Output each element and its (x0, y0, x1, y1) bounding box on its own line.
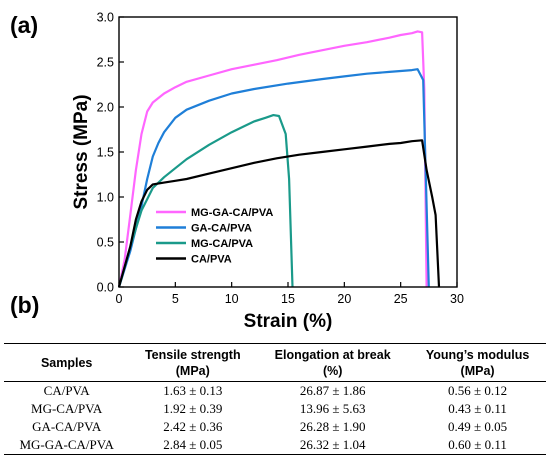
x-tick-label: 20 (337, 292, 351, 306)
legend-label: MG-CA/PVA (191, 238, 253, 250)
header-tensile-strength: Tensile strength (MPa) (144, 348, 241, 378)
series-line-3 (117, 139, 441, 288)
cell-tensile: 2.42 ± 0.36 (163, 419, 223, 434)
cell-modulus: 0.60 ± 0.11 (448, 437, 507, 452)
y-tick-label: 0.5 (97, 236, 114, 250)
table-row: MG-CA/PVA 1.92 ± 0.39 13.96 ± 5.63 0.43 … (4, 400, 546, 418)
legend-label: CA/PVA (191, 254, 232, 266)
cell-modulus: 0.56 ± 0.12 (447, 383, 508, 398)
cell-sample: MG-GA-CA/PVA (19, 437, 114, 452)
y-tick-label: 3.0 (97, 11, 114, 25)
cell-elongation: 26.87 ± 1.86 (299, 383, 366, 398)
cell-tensile: 2.84 ± 0.05 (163, 437, 223, 452)
x-tick-label: 30 (450, 292, 464, 306)
panel-label-a: (a) (10, 12, 39, 38)
cell-modulus: 0.49 ± 0.05 (447, 419, 508, 434)
legend-label: MG-GA-CA/PVA (191, 207, 273, 219)
table-row: MG-GA-CA/PVA 2.84 ± 0.05 26.32 ± 1.04 0.… (4, 436, 546, 455)
cell-elongation: 26.28 ± 1.90 (299, 419, 366, 434)
y-tick-label: 2.5 (97, 56, 114, 70)
y-tick-label: 2.0 (97, 101, 114, 115)
cell-modulus: 0.43 ± 0.11 (448, 401, 507, 416)
table-row: GA-CA/PVA 2.42 ± 0.36 26.28 ± 1.90 0.49 … (4, 418, 546, 436)
series-line-2 (117, 114, 294, 288)
header-samples: Samples (40, 356, 93, 370)
panel-label-b: (b) (10, 292, 40, 318)
x-axis-title: Strain (%) (244, 311, 333, 332)
x-tick-label: 25 (394, 292, 408, 306)
cell-sample: MG-CA/PVA (31, 401, 103, 416)
x-tick-label: 10 (225, 292, 239, 306)
cell-tensile: 1.92 ± 0.39 (163, 401, 223, 416)
y-tick-label: 1.0 (97, 191, 114, 205)
series-line-0 (117, 30, 428, 288)
cell-sample: GA-CA/PVA (32, 419, 102, 434)
cell-elongation: 13.96 ± 5.63 (299, 401, 366, 416)
cell-sample: CA/PVA (43, 383, 90, 398)
header-elongation: Elongation at break (%) (274, 348, 391, 378)
y-tick-label: 1.5 (97, 146, 114, 160)
cell-tensile: 1.63 ± 0.13 (163, 383, 223, 398)
y-tick-label: 0.0 (97, 281, 114, 295)
cell-elongation: 26.32 ± 1.04 (299, 437, 366, 452)
stress-strain-chart: 0 5 10 15 20 25 30 0.0 0.5 1.0 1.5 2.0 2.5 3.0 Strain … (71, 11, 464, 333)
table-header-row: Samples Tensile strength (MPa) Elongation… (4, 343, 546, 382)
y-axis-title: Stress (MPa) (71, 94, 92, 209)
x-tick-label: 0 (116, 292, 123, 306)
x-tick-label: 15 (281, 292, 295, 306)
legend-label: GA-CA/PVA (191, 223, 252, 235)
mechanical-properties-table: Samples Tensile strength (MPa) Elongation… (4, 343, 546, 455)
x-tick-label: 5 (172, 292, 179, 306)
header-youngs-modulus: Young’s modulus (MPa) (425, 348, 530, 378)
series-line-1 (117, 68, 430, 288)
table-row: CA/PVA 1.63 ± 0.13 26.87 ± 1.86 0.56 ± 0… (4, 382, 546, 401)
